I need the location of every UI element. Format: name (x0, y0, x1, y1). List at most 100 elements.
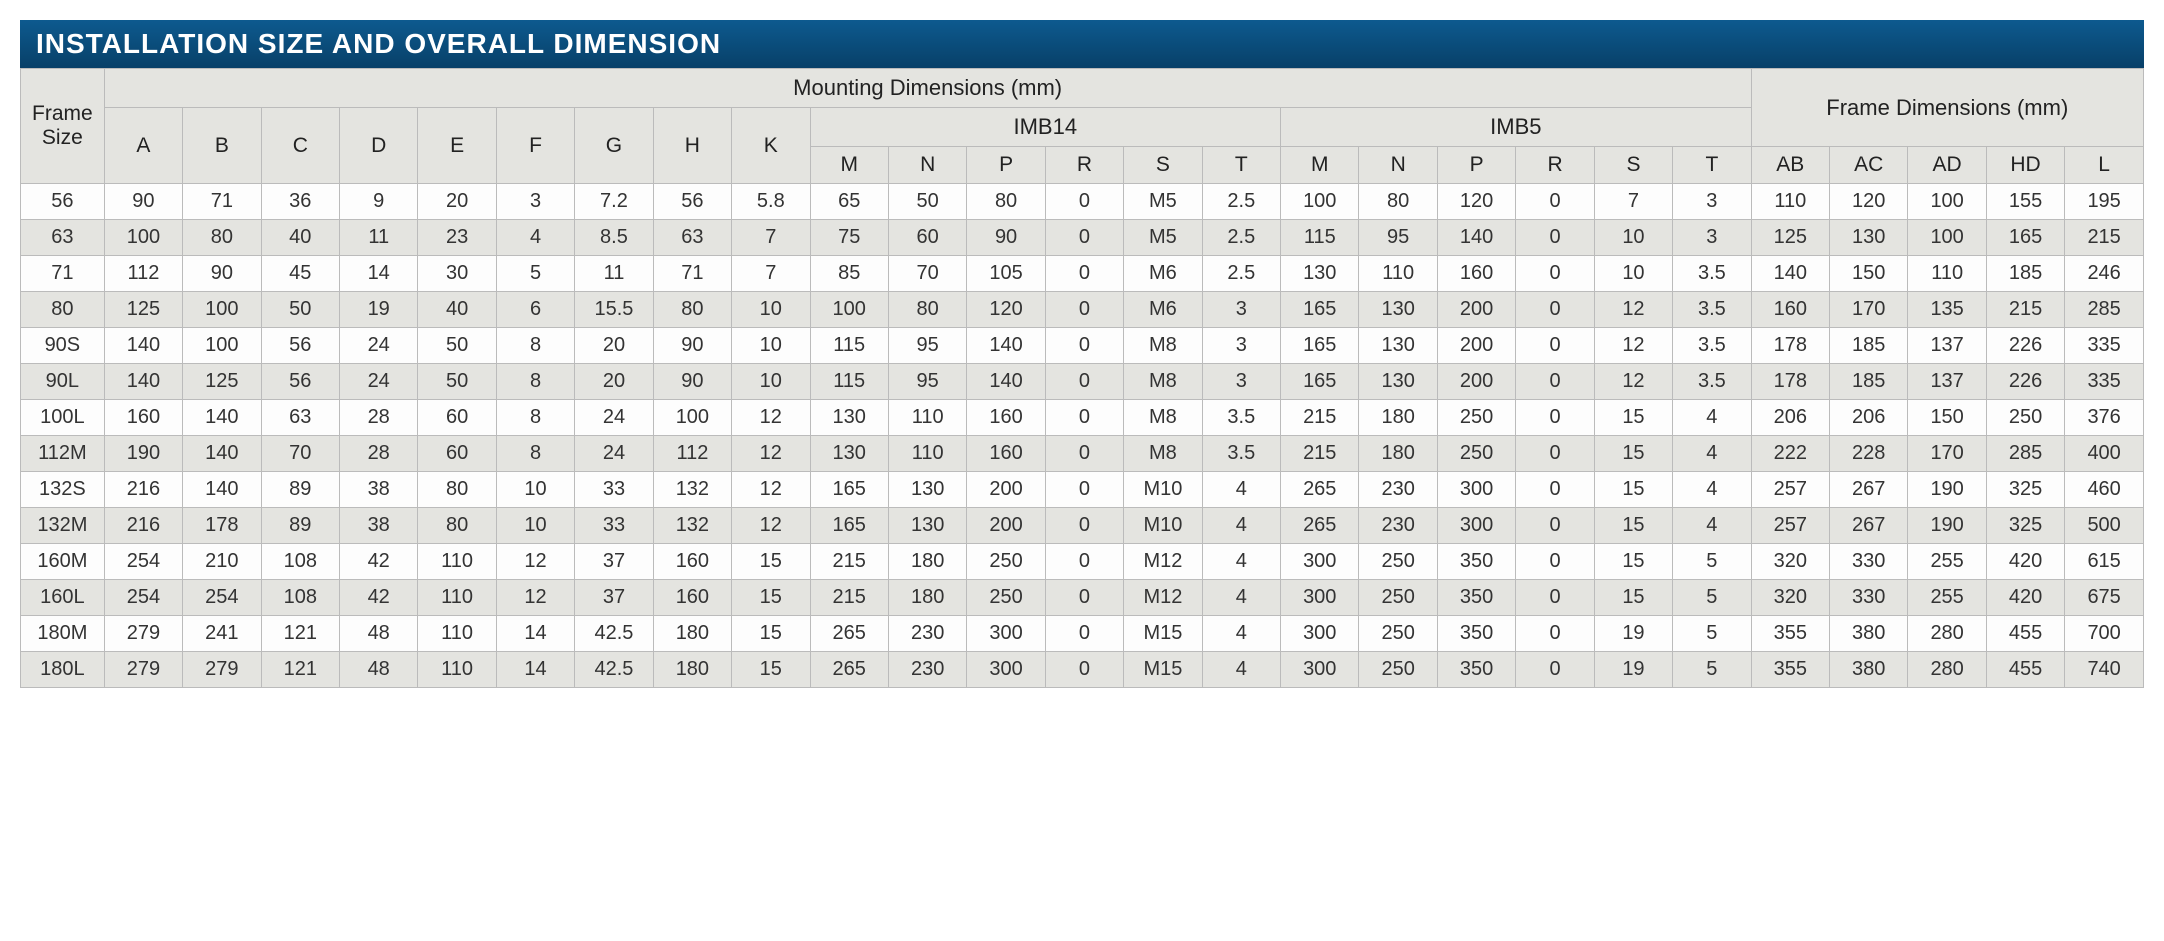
data-cell: 335 (2065, 364, 2144, 400)
data-cell: 140 (104, 364, 182, 400)
data-cell: 130 (1359, 364, 1437, 400)
data-cell: M8 (1124, 400, 1202, 436)
data-cell: 200 (967, 508, 1045, 544)
data-cell: 265 (1281, 472, 1359, 508)
data-cell: 250 (1986, 400, 2064, 436)
data-cell: 250 (1437, 400, 1515, 436)
data-cell: 42.5 (575, 616, 653, 652)
data-cell: 420 (1986, 544, 2064, 580)
data-cell: 71 (183, 184, 261, 220)
data-cell: M8 (1124, 364, 1202, 400)
header-col: H (653, 108, 731, 184)
data-cell: 160 (967, 436, 1045, 472)
data-cell: 250 (1359, 652, 1437, 688)
data-cell: 24 (575, 400, 653, 436)
data-cell: 325 (1986, 508, 2064, 544)
header-col: T (1673, 147, 1751, 184)
data-cell: 215 (1281, 436, 1359, 472)
data-cell: 50 (888, 184, 966, 220)
data-cell: 8.5 (575, 220, 653, 256)
data-cell: 130 (1359, 328, 1437, 364)
data-cell: 250 (967, 580, 1045, 616)
data-cell: 28 (339, 400, 417, 436)
data-cell: 19 (339, 292, 417, 328)
data-cell: 42 (339, 580, 417, 616)
frame-size-cell: 90L (21, 364, 105, 400)
data-cell: 0 (1045, 364, 1123, 400)
data-cell: 254 (104, 580, 182, 616)
data-cell: 190 (104, 436, 182, 472)
data-cell: 285 (2065, 292, 2144, 328)
data-cell: 132 (653, 508, 731, 544)
data-cell: 0 (1045, 544, 1123, 580)
data-cell: 15.5 (575, 292, 653, 328)
data-cell: 200 (1437, 328, 1515, 364)
data-cell: 165 (1281, 328, 1359, 364)
data-cell: 15 (732, 580, 810, 616)
data-cell: 455 (1986, 616, 2064, 652)
data-cell: 165 (1281, 292, 1359, 328)
data-cell: 700 (2065, 616, 2144, 652)
data-cell: 90 (653, 328, 731, 364)
table-row: 132M2161788938801033132121651302000M1042… (21, 508, 2144, 544)
data-cell: 9 (339, 184, 417, 220)
data-cell: 80 (418, 508, 496, 544)
data-cell: 3.5 (1673, 292, 1751, 328)
data-cell: 185 (1830, 328, 1908, 364)
data-cell: M12 (1124, 580, 1202, 616)
data-cell: 80 (653, 292, 731, 328)
data-cell: 14 (339, 256, 417, 292)
data-cell: 300 (1437, 508, 1515, 544)
data-cell: 8 (496, 328, 574, 364)
data-cell: 350 (1437, 616, 1515, 652)
table-row: 90L1401255624508209010115951400M83165130… (21, 364, 2144, 400)
data-cell: 125 (183, 364, 261, 400)
data-cell: 90 (967, 220, 1045, 256)
data-cell: 615 (2065, 544, 2144, 580)
frame-size-cell: 100L (21, 400, 105, 436)
data-cell: 0 (1516, 472, 1594, 508)
data-cell: 380 (1830, 652, 1908, 688)
table-header: Frame Size Mounting Dimensions (mm) Fram… (21, 69, 2144, 184)
table-row: 90S1401005624508209010115951400M83165130… (21, 328, 2144, 364)
data-cell: 112 (653, 436, 731, 472)
data-cell: 355 (1751, 616, 1829, 652)
data-cell: 160 (1437, 256, 1515, 292)
data-cell: 265 (1281, 508, 1359, 544)
data-cell: 265 (810, 616, 888, 652)
header-col: AB (1751, 147, 1829, 184)
frame-size-cell: 132M (21, 508, 105, 544)
data-cell: 3.5 (1673, 328, 1751, 364)
data-cell: 300 (967, 616, 1045, 652)
table-row: 160M254210108421101237160152151802500M12… (21, 544, 2144, 580)
frame-size-cell: 71 (21, 256, 105, 292)
data-cell: 300 (1281, 616, 1359, 652)
data-cell: 121 (261, 616, 339, 652)
data-cell: 30 (418, 256, 496, 292)
data-cell: 160 (967, 400, 1045, 436)
header-col: S (1124, 147, 1202, 184)
data-cell: 110 (888, 436, 966, 472)
data-cell: 226 (1986, 364, 2064, 400)
data-cell: 300 (1281, 580, 1359, 616)
data-cell: 178 (1751, 328, 1829, 364)
header-col: M (810, 147, 888, 184)
table-row: 631008040112348.56377560900M52.511595140… (21, 220, 2144, 256)
data-cell: 33 (575, 508, 653, 544)
data-cell: M12 (1124, 544, 1202, 580)
data-cell: 160 (653, 544, 731, 580)
data-cell: 42 (339, 544, 417, 580)
data-cell: 110 (1751, 184, 1829, 220)
data-cell: 0 (1045, 472, 1123, 508)
data-cell: 215 (2065, 220, 2144, 256)
table-row: 180L279279121481101442.5180152652303000M… (21, 652, 2144, 688)
data-cell: 140 (183, 400, 261, 436)
frame-size-cell: 160M (21, 544, 105, 580)
data-cell: 15 (732, 652, 810, 688)
data-cell: 257 (1751, 472, 1829, 508)
data-cell: 0 (1516, 652, 1594, 688)
data-cell: 45 (261, 256, 339, 292)
data-cell: 254 (183, 580, 261, 616)
data-cell: 230 (888, 616, 966, 652)
data-cell: 280 (1908, 616, 1986, 652)
